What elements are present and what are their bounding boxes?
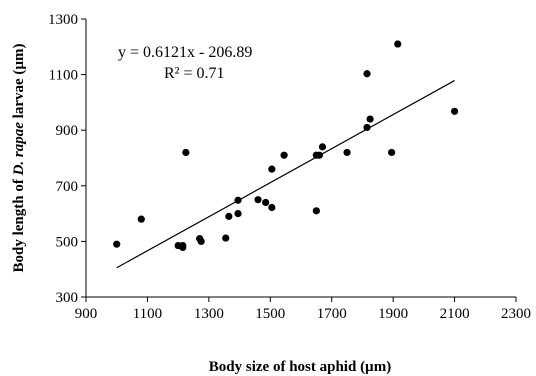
data-point — [182, 148, 190, 157]
data-point — [450, 107, 459, 115]
y-axis-ticks: 300 500 700 900 1100 1300 — [48, 12, 86, 306]
data-point — [394, 40, 402, 48]
trendline-equation: y = 0.6121x - 206.89 — [118, 44, 252, 61]
y-tick-label: 1300 — [48, 12, 78, 28]
data-point — [254, 196, 262, 204]
data-point — [388, 148, 396, 157]
trendline-group — [116, 80, 455, 269]
y-tick-label: 700 — [56, 179, 79, 195]
y-axis-title-species: D. rapae — [11, 122, 27, 177]
data-points — [113, 40, 459, 252]
data-point — [363, 123, 371, 132]
data-point — [113, 240, 121, 248]
y-tick-label: 1100 — [49, 68, 78, 84]
data-point — [268, 203, 276, 212]
x-tick-label: 2300 — [501, 306, 531, 322]
data-point — [222, 234, 230, 242]
y-tick-label: 900 — [56, 123, 79, 139]
y-axis-title-part-1: Body length of — [11, 175, 27, 272]
x-tick-label: 1700 — [317, 306, 347, 322]
data-point — [137, 215, 145, 223]
data-point — [315, 151, 324, 159]
x-axis-title: Body size of host aphid (µm) — [209, 359, 391, 375]
data-point — [234, 196, 242, 204]
data-point — [363, 70, 371, 78]
x-tick-label: 2100 — [440, 306, 470, 322]
x-tick-label: 900 — [75, 306, 98, 322]
data-point — [225, 212, 233, 220]
data-point — [312, 207, 320, 215]
data-point — [366, 115, 374, 123]
y-axis-title: Body length of D. rapae larvae (µm) — [11, 43, 27, 272]
data-point — [234, 210, 242, 218]
trendline — [116, 80, 455, 269]
data-point — [197, 237, 205, 245]
data-point — [268, 165, 276, 173]
data-point — [179, 241, 187, 250]
data-point — [262, 198, 270, 207]
x-tick-label: 1500 — [255, 306, 285, 322]
data-point — [343, 148, 351, 157]
y-tick-label: 300 — [56, 290, 79, 306]
x-tick-label: 1900 — [378, 306, 408, 322]
y-axis-title-part-3: larvae (µm) — [11, 43, 27, 122]
x-axis-ticks: 900 1100 1300 1500 1700 1900 2100 2300 — [75, 297, 531, 322]
r-squared-label: R² = 0.71 — [164, 65, 225, 82]
x-tick-label: 1300 — [194, 306, 224, 322]
y-tick-label: 500 — [56, 234, 79, 250]
x-tick-label: 1100 — [133, 306, 162, 322]
data-point — [318, 143, 327, 151]
data-point — [280, 151, 288, 159]
axes — [85, 19, 516, 298]
